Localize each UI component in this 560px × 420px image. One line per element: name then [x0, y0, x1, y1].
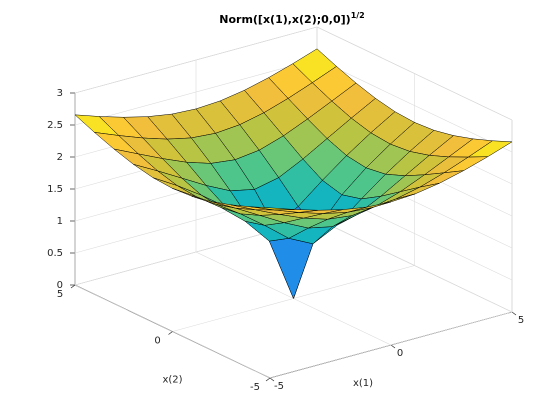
tick-mark: [269, 377, 275, 382]
z-tick-label: 3: [57, 88, 63, 99]
tick-mark: [70, 284, 76, 289]
grid-line: [269, 120, 513, 379]
y-tick-label: -5: [250, 382, 260, 393]
z-tick-label: 1.5: [47, 184, 63, 195]
surface-face: [269, 238, 314, 299]
x-axis-label: x(1): [353, 378, 373, 389]
y-tick-label: 0: [154, 336, 160, 347]
y-axis-label: x(2): [162, 375, 182, 386]
z-tick-label: 1: [57, 216, 63, 227]
surface-face: [250, 206, 295, 211]
x-tick-label: -5: [274, 381, 284, 392]
y-tick-label: 5: [57, 289, 63, 300]
x-tick-label: 0: [397, 348, 403, 359]
z-tick-label: 0: [57, 280, 63, 291]
title-superscript: 1/2: [351, 11, 365, 20]
z-tick-label: 2.5: [47, 120, 63, 131]
surface: [74, 48, 513, 299]
axis-line: [74, 284, 513, 379]
tick-mark: [511, 311, 517, 316]
tick-mark: [265, 377, 271, 382]
tick-mark: [390, 344, 396, 349]
x-tick-label: 5: [518, 315, 524, 326]
z-tick-label: 2: [57, 152, 63, 163]
chart-title: Norm([x(1),x(2);0,0])1/2: [219, 11, 365, 27]
title-main: Norm([x(1),x(2);0,0]): [219, 13, 350, 26]
tick-mark: [168, 331, 173, 335]
z-tick-label: 0.5: [47, 248, 63, 259]
